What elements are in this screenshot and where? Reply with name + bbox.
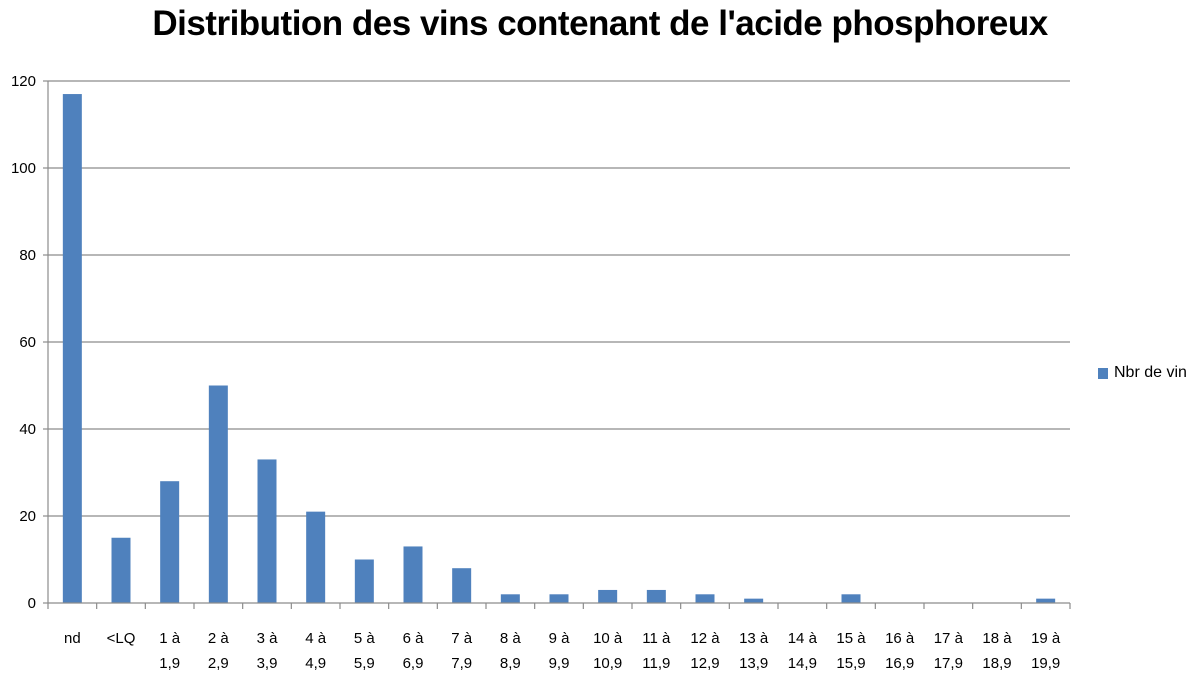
axes	[43, 80, 1071, 609]
bar	[354, 559, 374, 603]
y-tick-label: 20	[19, 508, 36, 525]
legend-swatch	[1098, 367, 1108, 379]
gridlines	[48, 80, 1070, 517]
x-tick-label: nd	[64, 630, 81, 647]
y-tick-labels: 0 20 40 60 80 100 120	[11, 73, 36, 612]
bar	[452, 568, 472, 603]
x-tick-label: 15 à 15,9	[836, 630, 866, 672]
chart-title: Distribution des vins contenant de l'aci…	[152, 4, 1048, 43]
bar	[549, 594, 569, 603]
legend-label: Nbr de vin	[1114, 364, 1187, 381]
y-tick-label: 0	[28, 595, 36, 612]
x-tick-label: 14 à 14,9	[788, 630, 818, 672]
x-tick-label: 5 à 5,9	[354, 630, 376, 672]
y-tick-label: 120	[11, 73, 36, 90]
x-tick-label: 7 à 7,9	[451, 630, 473, 672]
bar	[257, 459, 277, 603]
y-tick-label: 60	[19, 334, 36, 351]
bar	[1036, 598, 1056, 603]
y-tick-label: 40	[19, 421, 36, 438]
bar	[208, 385, 228, 603]
bar	[111, 537, 131, 603]
y-tick-label: 80	[19, 247, 36, 264]
x-tick-label: 4 à 4,9	[305, 630, 327, 672]
bar	[403, 546, 423, 603]
x-tick-label: 17 à 17,9	[934, 630, 964, 672]
x-tick-label: 18 à 18,9	[982, 630, 1012, 672]
x-tick-labels: nd <LQ 1 à 1,9 2 à 2,9 3 à 3,9 4 à 4,9 5 à 5,9 6 à 6,…	[64, 630, 1061, 672]
x-tick-label: 10 à 10,9	[593, 630, 623, 672]
x-tick-label: 11 à 11,9	[642, 630, 671, 672]
y-tick-label: 100	[11, 160, 36, 177]
x-tick-label: 9 à 9,9	[549, 630, 571, 672]
bar	[598, 589, 618, 603]
bar	[306, 511, 326, 603]
x-tick-label: 16 à 16,9	[885, 630, 915, 672]
bar	[160, 481, 180, 603]
x-tick-label: 12 à 12,9	[690, 630, 720, 672]
bar	[62, 94, 82, 604]
bar	[695, 594, 715, 603]
bar	[744, 598, 764, 603]
bar	[500, 594, 520, 603]
x-tick-label: 19 à 19,9	[1031, 630, 1061, 672]
bar	[841, 594, 861, 603]
x-tick-label: 3 à 3,9	[257, 630, 279, 672]
x-tick-label: <LQ	[107, 630, 136, 647]
x-tick-label: 13 à 13,9	[739, 630, 769, 672]
x-tick-label: 8 à 8,9	[500, 630, 522, 672]
x-tick-label: 1 à 1,9	[159, 630, 181, 672]
legend: Nbr de vin	[1098, 364, 1187, 382]
bar	[646, 589, 666, 603]
bars	[62, 94, 1056, 604]
x-tick-label: 6 à 6,9	[403, 630, 425, 672]
x-tick-label: 2 à 2,9	[208, 630, 230, 672]
